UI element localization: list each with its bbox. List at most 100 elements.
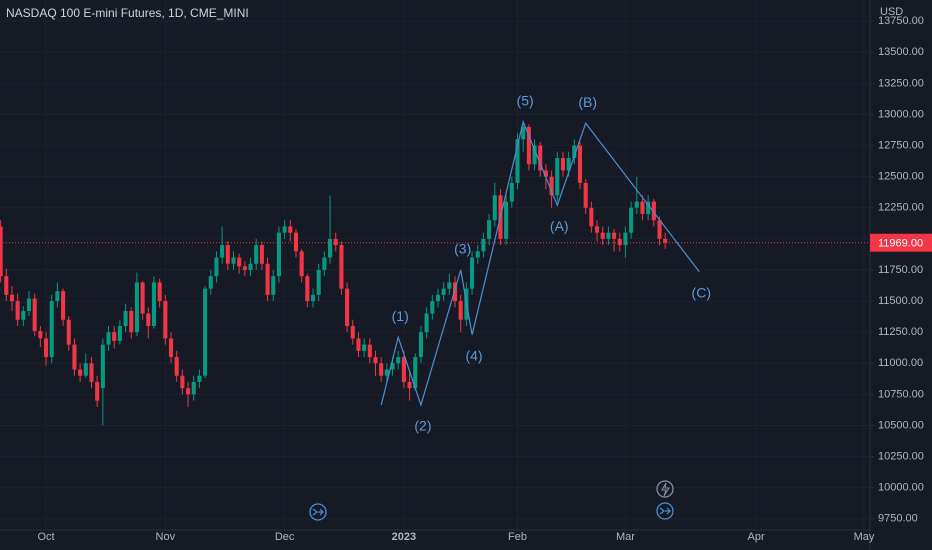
candle-body	[254, 245, 259, 264]
candle-body	[21, 311, 26, 320]
currency-label: USD	[880, 6, 903, 18]
x-tick-label: Feb	[508, 531, 527, 543]
y-tick-label: 10000.00	[878, 482, 924, 494]
candle-body	[572, 145, 577, 159]
candle-body	[617, 238, 622, 246]
y-tick-label: 9750.00	[878, 513, 918, 525]
candle-body	[549, 176, 554, 196]
candle-body	[515, 139, 520, 183]
candle-body	[367, 344, 372, 358]
candle-body	[492, 195, 497, 221]
candle-body	[384, 369, 389, 376]
candle-body	[350, 325, 355, 339]
wave-label: (A)	[550, 218, 569, 234]
event-icon[interactable]	[309, 503, 327, 521]
y-tick-label: 12250.00	[878, 202, 924, 214]
candle-body	[555, 158, 560, 196]
candle-body	[43, 338, 49, 358]
candle-body	[168, 338, 174, 358]
candle-body	[418, 332, 423, 358]
candle-body	[589, 207, 594, 227]
candle-body	[117, 325, 122, 341]
candle-body	[634, 201, 639, 208]
last-price-label: 11969.00	[878, 238, 923, 250]
y-tick-label: 12500.00	[878, 171, 924, 183]
y-tick-label: 13500.00	[878, 46, 924, 58]
candle-body	[629, 207, 634, 233]
wave-label: (2)	[414, 418, 431, 434]
candle-body	[271, 276, 276, 295]
y-tick-label: 11000.00	[878, 357, 923, 369]
event-icon[interactable]	[656, 502, 674, 520]
candle-body	[214, 257, 219, 277]
y-tick-label: 13250.00	[878, 77, 924, 89]
candle-body	[328, 238, 333, 258]
candle-body	[322, 257, 327, 270]
candle-body	[316, 269, 321, 295]
wave-label: (5)	[517, 93, 534, 109]
x-tick-label: 2023	[392, 531, 416, 543]
candle-body	[538, 145, 543, 171]
candle-body	[242, 266, 247, 270]
candle-body	[407, 381, 412, 389]
candle-body	[640, 201, 645, 214]
candle-body	[26, 298, 32, 312]
candle-body	[83, 363, 88, 376]
wave-label: (B)	[578, 94, 597, 110]
candle-body	[521, 126, 526, 140]
candle-body	[237, 257, 242, 267]
candle-body	[509, 182, 514, 202]
candle-body	[9, 294, 15, 302]
candle-body	[140, 282, 145, 314]
candle-body	[657, 220, 662, 239]
candle-body	[299, 251, 304, 277]
candle-body	[0, 226, 3, 277]
y-tick-label: 11500.00	[878, 295, 923, 307]
chart-title: NASDAQ 100 E-mini Futures, 1D, CME_MINI	[6, 6, 249, 20]
grid	[0, 0, 868, 530]
candle-body	[475, 251, 480, 258]
candle-body	[413, 357, 418, 389]
candle-body	[606, 232, 611, 239]
candle-body	[293, 232, 299, 252]
candle-body	[612, 232, 617, 239]
candle-body	[390, 363, 395, 370]
candle-body	[55, 291, 60, 302]
candle-body	[577, 145, 583, 183]
candle-body	[651, 201, 656, 221]
candle-body	[151, 282, 157, 326]
candle-body	[663, 238, 668, 243]
candle-body	[32, 298, 37, 331]
x-tick-label: Dec	[275, 531, 295, 543]
candle-body	[174, 357, 179, 376]
candle-body	[38, 330, 43, 339]
candle-body	[78, 369, 83, 376]
candle-body	[310, 294, 316, 302]
candle-body	[180, 375, 185, 389]
candle-body	[134, 282, 139, 333]
y-tick-label: 11750.00	[878, 264, 923, 276]
candle-body	[339, 245, 344, 289]
candle-body	[362, 344, 367, 351]
candle-body	[191, 381, 196, 395]
y-tick-label: 12750.00	[878, 139, 924, 151]
candle-body	[106, 332, 111, 345]
y-tick-label: 10250.00	[878, 451, 924, 463]
y-tick-label: 11250.00	[878, 326, 923, 338]
candle-body	[248, 263, 253, 270]
candle-body	[458, 301, 463, 320]
candle-body	[288, 226, 293, 233]
wave-label: (4)	[465, 347, 482, 363]
candle-body	[61, 291, 66, 320]
event-icon[interactable]	[656, 480, 674, 498]
candle-body	[100, 344, 105, 389]
y-tick-label: 10500.00	[878, 419, 924, 431]
candle-body	[72, 344, 77, 370]
candle-body	[220, 245, 225, 258]
candle-body	[66, 319, 71, 345]
candle-body	[600, 232, 605, 239]
y-tick-label: 13000.00	[878, 108, 924, 120]
candle-body	[163, 301, 168, 339]
